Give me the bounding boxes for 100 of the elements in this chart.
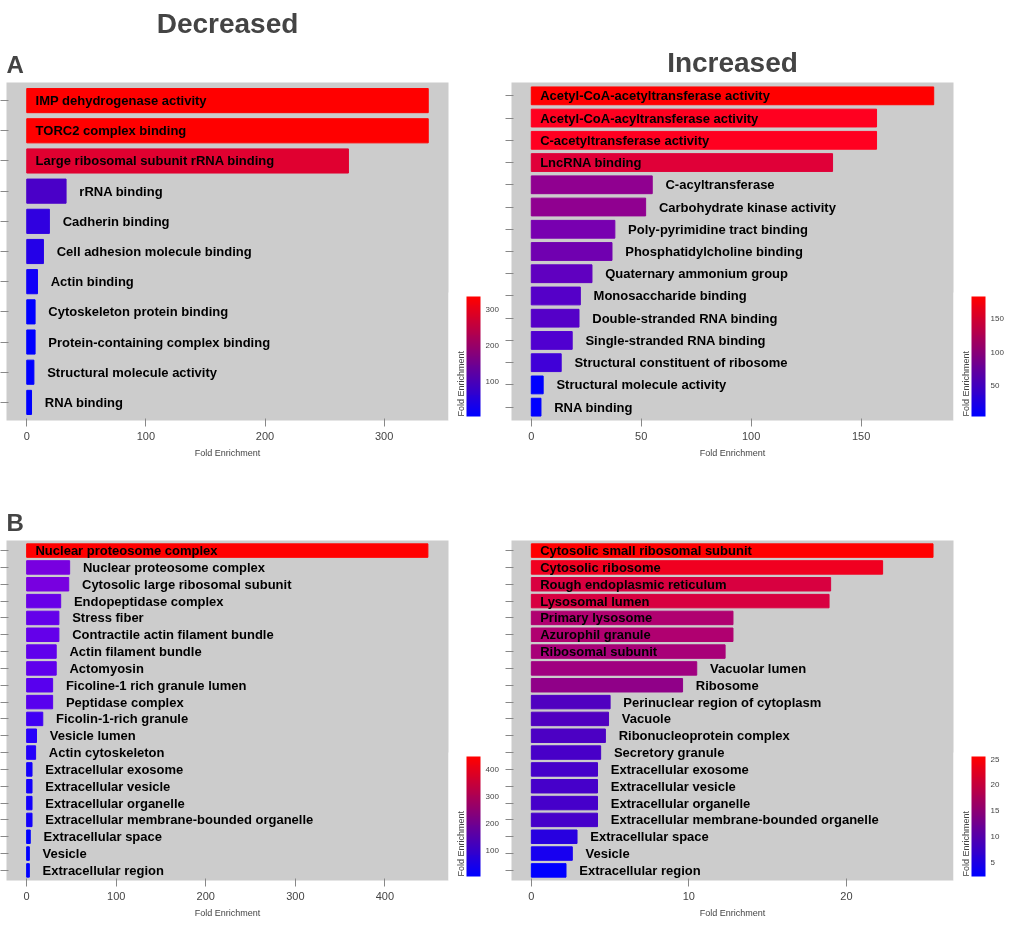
x-tick-label: 20	[840, 889, 853, 902]
color-bar-title: Fold Enrichment	[960, 350, 971, 417]
category-label: Perinuclear region of cytoplasm	[623, 694, 822, 710]
category-label: Actin binding	[50, 274, 134, 290]
category-label: Cytosolic ribosome	[540, 559, 661, 575]
color-bar-label: 150	[990, 314, 1005, 324]
category-label: Vesicle lumen	[49, 728, 136, 744]
category-label: Poly-pyrimidine tract binding	[628, 221, 808, 237]
category-label: rRNA binding	[79, 183, 163, 199]
category-label: Extracellular space	[43, 829, 163, 845]
color-bar-label: 25	[990, 754, 1000, 764]
category-label: C-acetyltransferase activity	[540, 132, 710, 148]
x-axis-title: Fold Enrichment	[699, 907, 766, 918]
color-bar-label: 200	[485, 341, 500, 351]
category-label: Nuclear proteosome complex	[35, 543, 218, 559]
chart-title: Decreased	[156, 7, 299, 39]
category-label: Acetyl-CoA-acetyltransferase activity	[540, 88, 770, 104]
category-label: Lysosomal lumen	[540, 593, 650, 609]
category-label: Ficoline-1 rich granule lumen	[65, 677, 247, 693]
color-bar-label: 5	[990, 857, 996, 867]
color-bar-label: 100	[990, 347, 1005, 357]
x-tick-label: 400	[375, 889, 395, 902]
category-label: Contractile actin filament bundle	[72, 627, 274, 643]
x-tick-label: 100	[136, 429, 156, 442]
category-label: Phosphatidylcholine binding	[625, 244, 803, 259]
category-label: Nuclear proteosome complex	[82, 559, 265, 575]
category-label: Extracellular vesicle	[45, 778, 171, 794]
x-axis-title: Fold Enrichment	[194, 907, 261, 918]
category-label: Actin filament bundle	[69, 644, 202, 660]
color-bar-label: 15	[990, 806, 1000, 816]
category-label: Quaternary ammonium group	[605, 266, 788, 282]
category-label: Ribonucleoprotein complex	[618, 728, 790, 744]
category-label: Cytosolic large ribosomal subunit	[82, 576, 292, 592]
category-label: RNA binding	[44, 394, 124, 410]
color-bar-label: 100	[485, 377, 500, 387]
color-bar-title: Fold Enrichment	[455, 810, 466, 877]
category-label: TORC2 complex binding	[35, 123, 187, 139]
category-label: Structural constituent of ribosome	[574, 355, 788, 371]
category-label: Protein-containing complex binding	[48, 334, 271, 350]
category-label: LncRNA binding	[540, 155, 642, 171]
color-bar-title: Fold Enrichment	[960, 810, 971, 877]
category-label: Actomyosin	[69, 660, 144, 676]
color-bar-label: 200	[485, 818, 500, 828]
category-label: Azurophil granule	[540, 627, 651, 643]
category-label: Extracellular vesicle	[610, 778, 736, 794]
x-axis-title: Fold Enrichment	[699, 447, 766, 458]
category-label: Monosaccharide binding	[593, 288, 747, 304]
category-label: Large ribosomal subunit rRNA binding	[35, 153, 275, 169]
category-label: Structural molecule activity	[47, 364, 217, 380]
category-label: Peptidase complex	[65, 694, 184, 710]
x-tick-label: 300	[286, 889, 305, 902]
color-bar-label: 100	[485, 845, 500, 855]
x-tick-label: 50	[635, 429, 648, 442]
category-label: Acetyl-CoA-acyltransferase activity	[540, 110, 759, 126]
x-tick-label: 100	[742, 429, 761, 442]
category-label: Rough endoplasmic reticulum	[540, 576, 727, 592]
category-label: Ribosomal subunit	[540, 644, 658, 660]
color-bar-label: 20	[990, 780, 1000, 790]
category-label: C-acyltransferase	[665, 177, 775, 193]
color-bar-label: 10	[990, 831, 1000, 841]
color-bar-label: 400	[485, 764, 500, 774]
color-bar-title: Fold Enrichment	[455, 350, 466, 417]
category-label: Extracellular exosome	[45, 761, 184, 777]
chart-title: Increased	[667, 46, 798, 78]
category-label: IMP dehydrogenase activity	[35, 93, 207, 109]
category-label: Cell adhesion molecule binding	[56, 244, 252, 259]
color-bar-label: 50	[990, 381, 1000, 391]
category-label: Endopeptidase complex	[73, 593, 224, 609]
category-label: Extracellular organelle	[45, 795, 185, 811]
category-label: Vacuole	[621, 711, 671, 727]
category-label: Ficolin-1-rich granule	[56, 711, 189, 727]
category-label: RNA binding	[554, 399, 633, 415]
x-tick-label: 0	[23, 889, 30, 902]
x-tick-label: 10	[682, 889, 695, 902]
x-tick-label: 0	[23, 429, 30, 442]
category-label: Vesicle	[585, 846, 630, 862]
category-label: Vacuolar lumen	[710, 660, 807, 676]
category-label: Double-stranded RNA binding	[592, 310, 778, 326]
category-label: Extracellular organelle	[610, 795, 751, 811]
category-label: Primary lysosome	[540, 610, 653, 626]
x-tick-label: 200	[196, 889, 215, 902]
x-tick-label: 300	[374, 429, 394, 442]
x-tick-label: 150	[851, 429, 871, 442]
x-tick-label: 100	[107, 889, 126, 902]
x-axis-title: Fold Enrichment	[194, 447, 261, 458]
x-tick-label: 0	[528, 889, 535, 902]
category-label: Cytoskeleton protein binding	[48, 304, 229, 320]
category-label: Single-stranded RNA binding	[585, 332, 766, 348]
category-label: Extracellular membrane-bounded organelle	[610, 812, 879, 828]
category-label: Extracellular exosome	[610, 761, 749, 777]
category-label: Cytosolic small ribosomal subunit	[540, 543, 752, 559]
category-label: Cadherin binding	[62, 213, 170, 229]
category-label: Secretory granule	[613, 745, 725, 761]
category-label: Extracellular membrane-bounded organelle	[45, 812, 314, 828]
category-label: Extracellular space	[590, 829, 709, 845]
x-tick-label: 0	[528, 429, 535, 442]
category-label: Vesicle	[42, 846, 87, 862]
category-label: Extracellular region	[579, 862, 701, 878]
category-label: Actin cytoskeleton	[48, 745, 165, 761]
x-tick-label: 200	[255, 429, 275, 442]
